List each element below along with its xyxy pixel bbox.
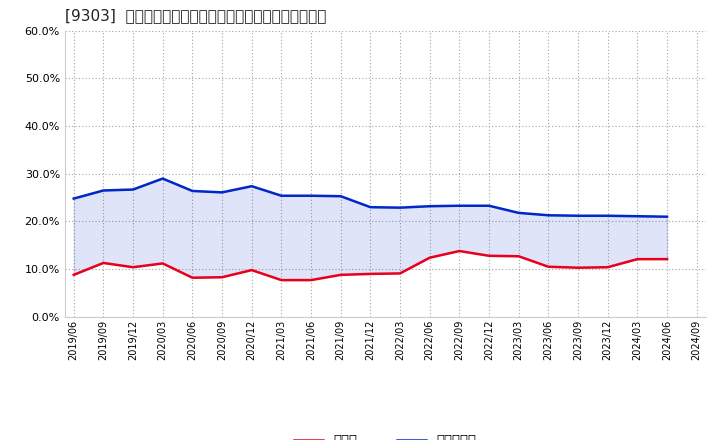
現頃金 [336,272,345,278]
現頃金 [603,264,612,270]
現頃金 [514,253,523,259]
有利子負債 [69,196,78,201]
有利子負債 [158,176,167,181]
現頃金 [633,257,642,262]
有利子負債 [662,214,671,219]
現頃金 [485,253,493,258]
有利子負債 [485,203,493,209]
有利子負債 [574,213,582,218]
現頃金 [69,272,78,278]
現頃金 [277,278,286,283]
現頃金 [248,268,256,273]
現頃金 [396,271,405,276]
現頃金 [307,278,315,283]
有利子負債 [544,213,553,218]
現頃金 [426,255,434,260]
Line: 現頃金: 現頃金 [73,251,667,280]
有利子負債 [99,188,108,193]
Legend: 現頃金, 有利子負債: 現頃金, 有利子負債 [294,434,477,440]
Text: [9303]  現頃金、有利子負債の総資産に対する比率の推移: [9303] 現頃金、有利子負債の総資産に対する比率の推移 [65,7,326,23]
現頃金 [455,248,464,253]
現頃金 [544,264,553,269]
有利子負債 [426,204,434,209]
有利子負債 [633,213,642,219]
有利子負債 [514,210,523,216]
現頃金 [99,260,108,266]
現頃金 [188,275,197,280]
現頃金 [662,257,671,262]
有利子負債 [248,183,256,189]
有利子負債 [336,194,345,199]
有利子負債 [217,190,226,195]
有利子負債 [455,203,464,209]
有利子負債 [366,205,374,210]
Line: 有利子負債: 有利子負債 [73,179,667,216]
有利子負債 [603,213,612,218]
現頃金 [129,264,138,270]
有利子負債 [307,193,315,198]
有利子負債 [277,193,286,198]
有利子負債 [129,187,138,192]
現頃金 [366,271,374,276]
現頃金 [574,265,582,270]
有利子負債 [188,188,197,194]
有利子負債 [396,205,405,210]
現頃金 [217,275,226,280]
現頃金 [158,261,167,266]
